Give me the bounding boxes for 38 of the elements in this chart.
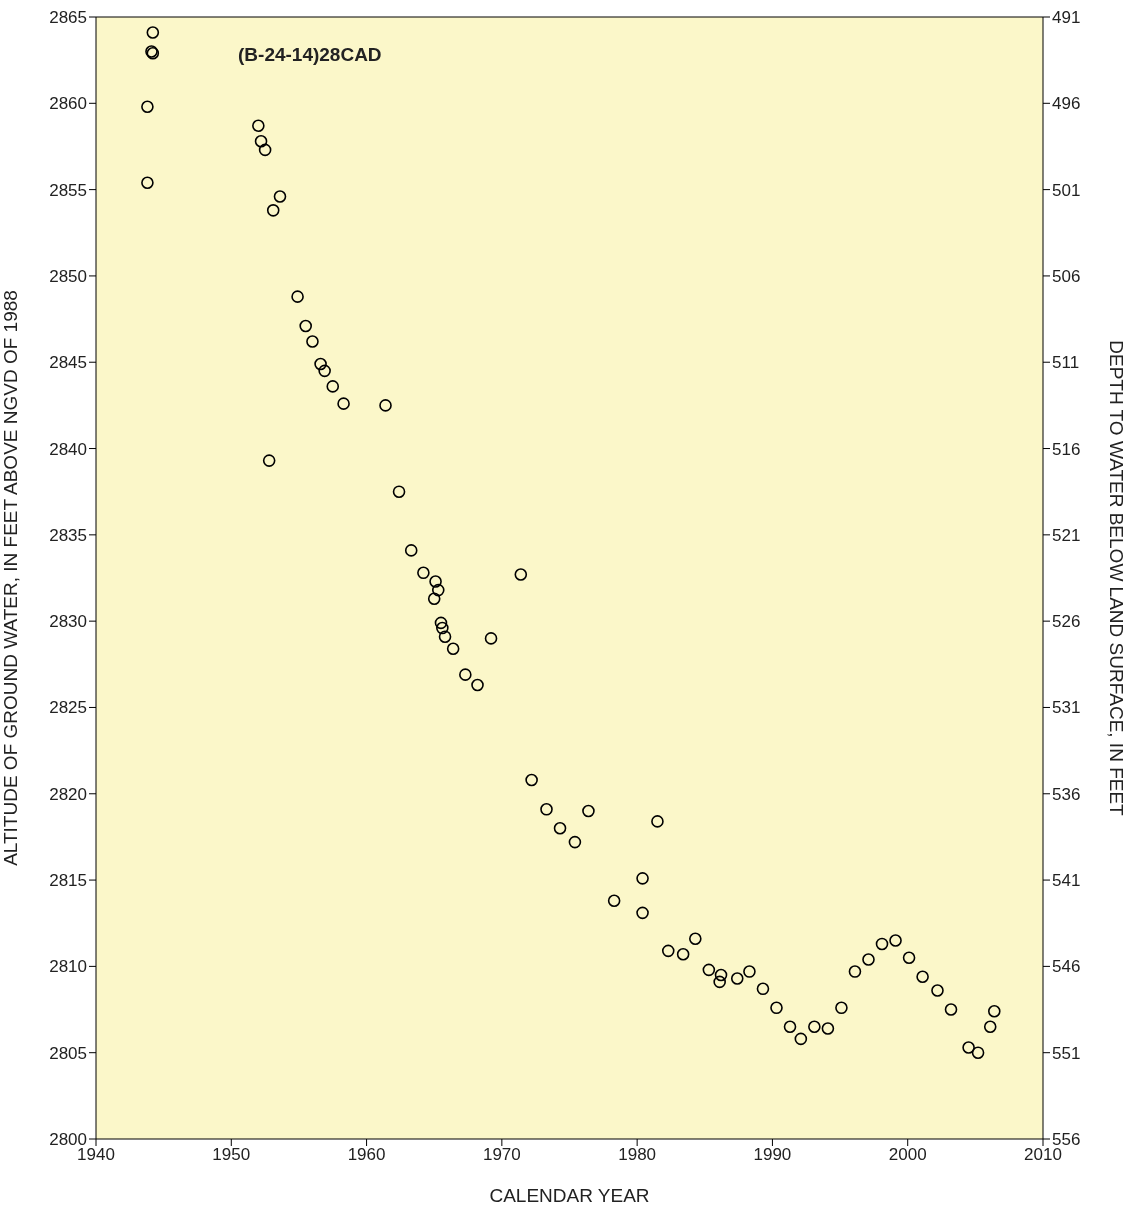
x-tick-label: 1940: [77, 1145, 115, 1165]
y2-tick-label: 551: [1052, 1043, 1081, 1063]
x-tick-label: 1950: [212, 1145, 251, 1165]
y2-tick-label: 536: [1052, 784, 1081, 804]
x-tick-label: 1960: [347, 1145, 386, 1165]
y2-tick-label: 531: [1052, 698, 1081, 718]
y2-tick-label: 546: [1052, 957, 1081, 977]
y-tick-label: 2850: [49, 266, 87, 286]
y2-tick-label: 516: [1052, 439, 1081, 459]
y2-tick-label: 496: [1052, 94, 1081, 114]
y-tick-label: 2840: [49, 439, 87, 459]
y2-tick-label: 506: [1052, 266, 1081, 286]
x-tick-label: 1990: [753, 1145, 792, 1165]
y2-tick-label: 501: [1052, 180, 1081, 200]
y-tick-label: 2855: [49, 180, 87, 200]
y-tick-label: 2835: [49, 525, 87, 545]
x-tick-label: 2000: [888, 1145, 927, 1165]
y-tick-label: 2830: [49, 612, 87, 632]
y-tick-label: 2825: [49, 698, 87, 718]
y-tick-label: 2810: [49, 957, 87, 977]
y2-tick-label: 541: [1052, 871, 1081, 891]
y2-tick-label: 521: [1052, 525, 1081, 545]
y-tick-label: 2815: [49, 871, 87, 891]
y-axis-title: ALTITUDE OF GROUND WATER, IN FEET ABOVE NGVD OF 1988: [0, 290, 21, 866]
x-axis-title: CALENDAR YEAR: [489, 1185, 650, 1206]
y2-tick-label: 511: [1052, 353, 1080, 373]
y-tick-label: 2860: [49, 94, 87, 114]
y-tick-label: 2820: [49, 784, 87, 804]
x-tick-label: 2010: [1024, 1145, 1062, 1165]
x-tick-label: 1970: [482, 1145, 521, 1165]
y-tick-label: 2845: [49, 353, 87, 373]
y2-tick-label: 491: [1052, 8, 1081, 28]
y-tick-label: 2805: [49, 1043, 87, 1063]
x-tick-label: 1980: [618, 1145, 657, 1165]
y2-tick-label: 526: [1052, 612, 1081, 632]
y2-axis-title: DEPTH TO WATER BELOW LAND SURFACE, IN FEET: [1106, 340, 1127, 817]
y-tick-label: 2865: [49, 8, 87, 28]
annotation: (B-24-14)28CAD: [238, 44, 382, 66]
